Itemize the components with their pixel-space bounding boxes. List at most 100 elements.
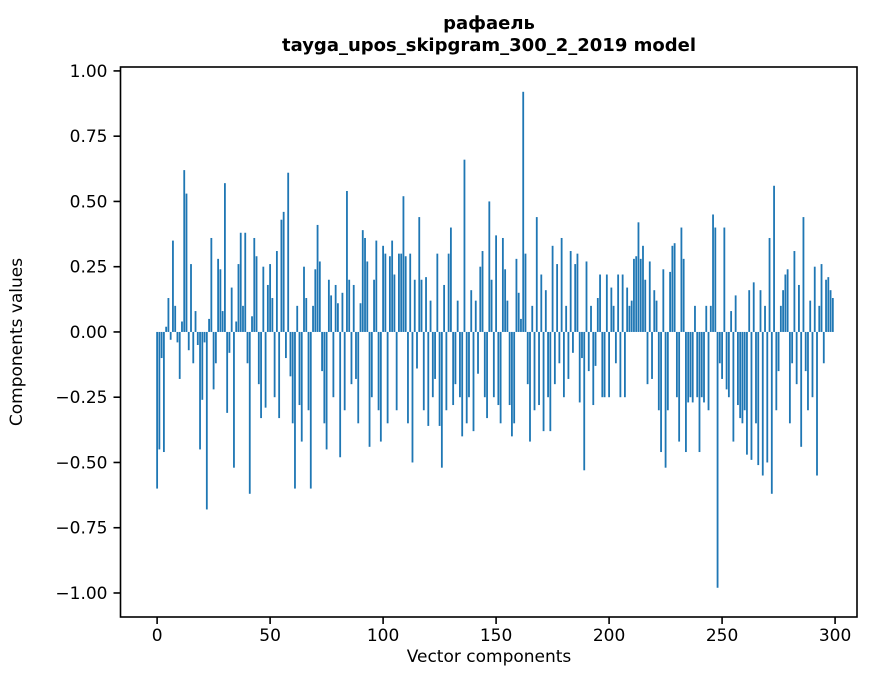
bar (370, 331, 373, 398)
bar (506, 300, 509, 332)
bar (398, 253, 400, 332)
y-axis-ticks: −1.00 −0.75 −0.50 −0.25 0.00 0.25 0.50 0.75 1.00 (55, 62, 121, 604)
bar (816, 331, 818, 476)
bar (648, 261, 651, 332)
bar (755, 331, 757, 424)
bar (239, 232, 242, 332)
bar (165, 326, 168, 332)
tick-label: −0.75 (55, 519, 107, 539)
bar (829, 290, 832, 332)
bar (574, 264, 577, 332)
tick-label: −1.00 (55, 584, 107, 604)
bar (725, 331, 728, 390)
bar (655, 300, 658, 332)
bar (314, 269, 317, 332)
bar (463, 159, 466, 332)
bar (605, 274, 608, 332)
bar (822, 331, 825, 364)
bar (549, 331, 552, 432)
bar (285, 331, 287, 359)
bar (348, 279, 351, 332)
bar (651, 331, 653, 379)
bar (486, 331, 488, 419)
bar (438, 331, 441, 426)
bar (581, 331, 583, 359)
bar (669, 271, 672, 332)
bar (219, 269, 222, 332)
bar (208, 318, 210, 332)
bar (508, 331, 511, 406)
bar (712, 214, 714, 332)
bar (538, 331, 540, 406)
bar (777, 331, 780, 372)
bar (248, 331, 251, 494)
bar (614, 331, 617, 364)
bar (680, 227, 683, 332)
bar (818, 305, 821, 332)
tick-label: 0.75 (70, 127, 108, 147)
bar (431, 331, 434, 398)
bar (187, 331, 190, 351)
bar (449, 227, 452, 332)
bar (325, 331, 328, 450)
bar (558, 331, 561, 364)
bar (685, 331, 687, 453)
bar (746, 331, 748, 455)
bar (214, 331, 217, 364)
bar (820, 264, 823, 332)
bar (522, 91, 525, 332)
bar (477, 331, 479, 374)
bar (359, 303, 362, 332)
bar (316, 224, 319, 332)
bar (282, 211, 285, 332)
bar (495, 235, 497, 332)
bar (657, 331, 660, 411)
bar (196, 331, 199, 345)
bar (664, 331, 667, 468)
bar (608, 331, 610, 398)
bar (490, 279, 493, 332)
bar (352, 284, 355, 332)
bar (807, 331, 809, 411)
bar (298, 331, 301, 406)
x-axis-label: Vector components (407, 647, 572, 667)
bar (576, 253, 579, 332)
bar (377, 331, 380, 411)
bar (456, 300, 459, 332)
bar (361, 230, 364, 332)
bar (560, 237, 563, 332)
bar (540, 274, 543, 332)
bar (524, 253, 527, 332)
bar (786, 269, 789, 332)
bar (757, 331, 760, 466)
bar (592, 331, 595, 406)
bar (273, 331, 276, 398)
bar (517, 292, 520, 332)
bar (470, 290, 473, 332)
bar (642, 245, 644, 332)
bar (260, 331, 262, 419)
bar (185, 193, 188, 332)
bar (791, 331, 794, 364)
bar (409, 253, 412, 332)
bar (366, 261, 369, 332)
bar (696, 331, 699, 398)
bar (793, 251, 796, 332)
bar (472, 331, 475, 432)
bar (526, 331, 529, 385)
bar (312, 305, 314, 332)
bar (434, 331, 436, 379)
bar (813, 266, 816, 332)
bar (707, 331, 710, 411)
bar (511, 331, 513, 437)
bar (181, 321, 183, 332)
plot-border (119, 66, 858, 618)
bar (160, 331, 163, 359)
bar (737, 331, 739, 406)
bar (445, 331, 448, 411)
bar (393, 274, 396, 332)
bar (303, 266, 305, 332)
bar (535, 217, 538, 332)
bar (212, 331, 215, 390)
